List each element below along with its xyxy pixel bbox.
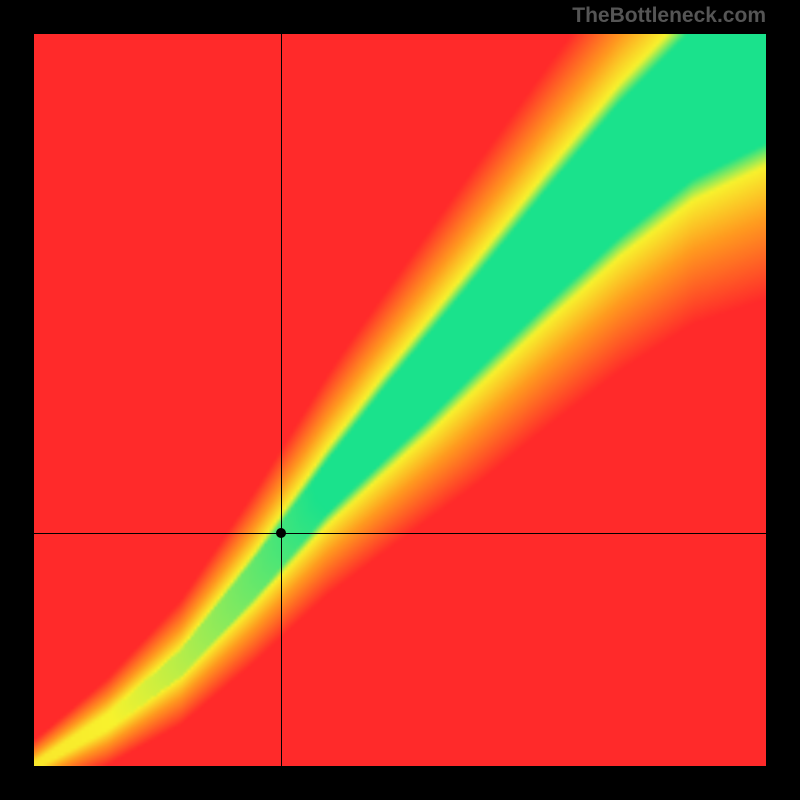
- heatmap-canvas: [34, 34, 766, 766]
- marker-point: [276, 528, 286, 538]
- crosshair-horizontal: [34, 533, 766, 534]
- heatmap-plot: [34, 34, 766, 766]
- watermark-text: TheBottleneck.com: [572, 4, 766, 28]
- crosshair-vertical: [281, 34, 282, 766]
